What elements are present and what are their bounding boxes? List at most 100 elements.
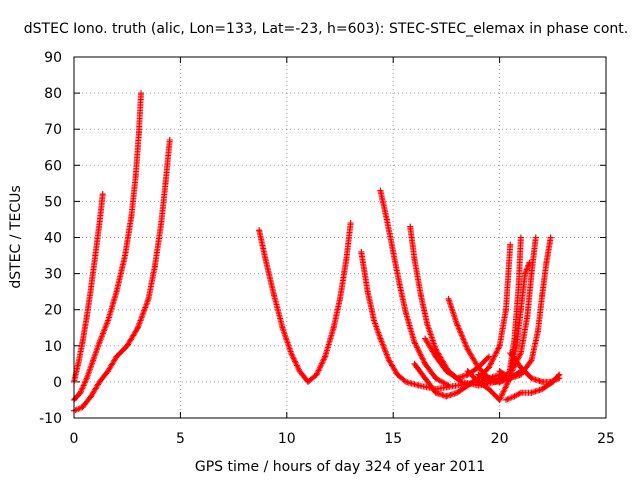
data-point — [364, 288, 371, 295]
data-point — [464, 346, 471, 353]
data-point — [411, 360, 418, 367]
data-point — [132, 173, 139, 180]
data-point — [347, 220, 354, 227]
data-point — [83, 375, 90, 382]
data-point — [475, 371, 482, 378]
data-point — [343, 256, 350, 263]
x-axis-label: GPS time / hours of day 324 of year 2011 — [195, 459, 485, 475]
data-point — [528, 270, 535, 277]
data-point — [517, 306, 524, 313]
y-axis-label: dSTEC / TECUs — [8, 185, 24, 288]
data-point — [138, 90, 145, 97]
data-point — [539, 386, 546, 393]
data-point — [422, 360, 429, 367]
data-point — [475, 378, 482, 385]
data-point — [88, 285, 95, 292]
y-tick-label: -10 — [39, 411, 62, 427]
data-point — [454, 375, 461, 382]
series-arc-14 — [496, 234, 554, 382]
data-point — [79, 339, 86, 346]
data-point — [256, 227, 263, 234]
data-point — [517, 350, 524, 357]
data-point — [394, 371, 401, 378]
data-point — [411, 339, 418, 346]
x-tick-label: 20 — [491, 431, 509, 447]
data-point — [77, 389, 84, 396]
data-point — [524, 313, 531, 320]
x-tick-label: 15 — [384, 431, 402, 447]
y-tick-label: 0 — [53, 375, 62, 391]
y-tick-label: 70 — [44, 122, 62, 138]
series-arc-4 — [256, 220, 354, 385]
data-point — [371, 317, 378, 324]
data-point — [517, 234, 524, 241]
data-point — [79, 404, 86, 411]
x-tick-label: 0 — [70, 431, 79, 447]
plot-frame — [73, 56, 607, 419]
marker-trail — [256, 220, 354, 385]
data-point — [445, 295, 452, 302]
data-point — [517, 371, 524, 378]
data-point — [507, 241, 514, 248]
data-point — [88, 393, 95, 400]
data-point — [511, 393, 518, 400]
data-point — [496, 342, 503, 349]
data-point — [464, 382, 471, 389]
x-tick-label: 10 — [278, 431, 296, 447]
data-point — [305, 378, 312, 385]
series-arc-8 — [411, 241, 514, 400]
data-point — [158, 220, 165, 227]
data-point — [485, 386, 492, 393]
series-arc-16 — [507, 350, 563, 385]
y-tick-label: 20 — [44, 303, 62, 319]
data-point — [313, 371, 320, 378]
data-point — [296, 368, 303, 375]
y-tick-label: 50 — [44, 194, 62, 210]
data-point — [162, 180, 169, 187]
data-point — [337, 295, 343, 302]
data-point — [528, 375, 535, 382]
data-point — [454, 321, 461, 328]
data-point — [377, 335, 384, 342]
y-tick-label: 10 — [44, 339, 62, 355]
data-point — [96, 378, 103, 385]
data-point — [396, 281, 403, 288]
data-point — [135, 129, 142, 136]
data-point — [262, 256, 269, 263]
data-point — [507, 375, 514, 382]
data-point — [547, 378, 554, 385]
data-point — [415, 382, 422, 389]
data-point — [134, 324, 141, 331]
data-point — [411, 256, 418, 263]
data-point — [122, 252, 129, 259]
data-point — [445, 382, 452, 389]
data-point — [279, 324, 286, 331]
data-point — [358, 248, 365, 255]
data-point — [417, 292, 424, 299]
data-point — [539, 378, 546, 385]
data-point — [496, 378, 503, 385]
data-point — [99, 191, 106, 198]
tick-labels: 0 5 10 15 20 25 -10 0 10 20 30 40 50 60 70 80 90 — [39, 50, 615, 447]
data-point — [271, 292, 278, 299]
data-point — [166, 137, 173, 144]
data-point — [383, 216, 390, 223]
data-point — [432, 389, 439, 396]
y-tick-label: 30 — [44, 267, 62, 283]
grid — [74, 57, 606, 418]
chart-title: dSTEC Iono. truth (alic, Lon=133, Lat=-2… — [24, 21, 628, 37]
data-point — [288, 350, 295, 357]
data-point — [151, 263, 158, 270]
data-point — [432, 375, 439, 382]
data-point — [505, 378, 512, 385]
data-point — [517, 364, 524, 371]
data-point — [539, 292, 546, 299]
data-point — [145, 295, 152, 302]
data-point — [534, 328, 541, 335]
data-point — [496, 368, 503, 375]
data-point — [532, 234, 539, 241]
series-arc-6 — [377, 187, 452, 389]
data-point — [96, 220, 103, 227]
data-point — [407, 223, 414, 230]
